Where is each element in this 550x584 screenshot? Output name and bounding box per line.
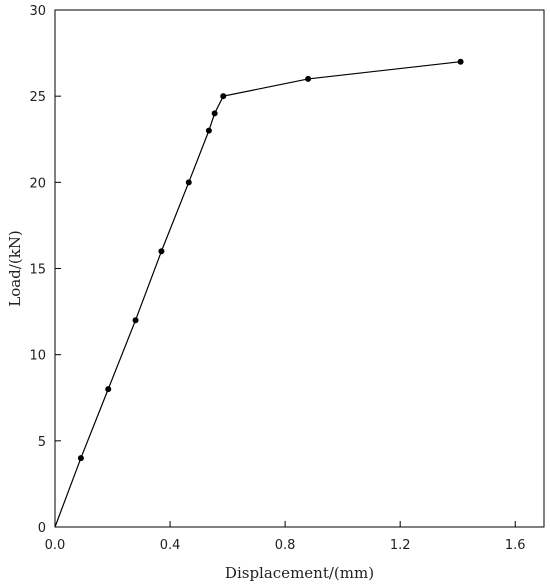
x-tick-label: 1.2 [390,538,411,553]
data-point [211,110,218,117]
y-axis-ticks: 0 5 10 15 20 25 30 [29,4,61,536]
plot-border [54,9,545,528]
data-point [185,179,192,186]
data-point [457,58,464,65]
data-point [205,127,212,134]
x-tick-label: 0.0 [45,538,66,553]
y-axis-title: Load/(kN) [6,230,24,307]
data-point [77,455,84,462]
x-tick-label: 1.6 [505,538,526,553]
y-tick-label: 5 [38,435,46,450]
y-tick-label: 0 [38,521,46,536]
y-tick-label: 20 [29,176,46,191]
data-point [158,248,165,255]
x-axis-ticks: 0.0 0.4 0.8 1.2 1.6 [45,521,526,553]
y-tick-label: 30 [29,4,46,19]
data-point [105,386,112,393]
x-tick-label: 0.4 [160,538,181,553]
series-layer [54,58,464,528]
data-point [132,317,139,324]
y-tick-label: 15 [29,263,46,278]
data-point [305,75,312,82]
plot-frame [54,9,545,528]
x-tick-label: 0.8 [275,538,296,553]
y-tick-label: 10 [29,349,46,364]
series-line [54,61,461,528]
y-tick-label: 25 [29,90,46,105]
x-axis-title: Displacement/(mm) [225,564,374,582]
data-point [220,93,227,100]
